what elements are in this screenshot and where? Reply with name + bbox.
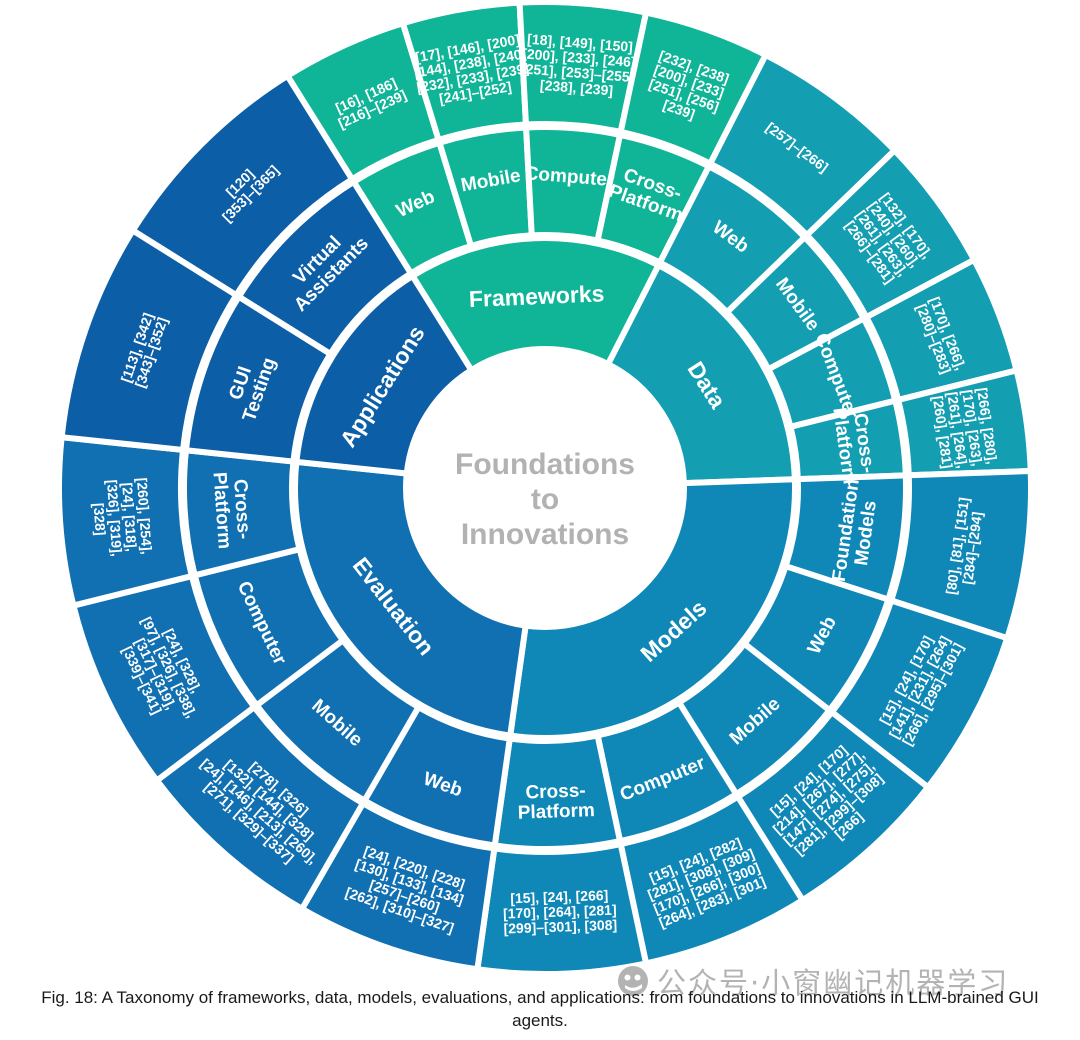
watermark-text: 公众号·小窗幽记机器学习	[657, 966, 1010, 1000]
figure-caption: Fig. 18: A Taxonomy of frameworks, data,…	[41, 988, 1039, 1031]
sector-applications-virtual-assistants	[234, 177, 416, 359]
refs-evaluation-cross-platform: [260], [254],[24], [318],[326], [319],[3…	[89, 477, 155, 558]
refs-frameworks-computer: [18], [149], [150][200], [233], [246][25…	[519, 30, 637, 100]
label-frameworks: Frameworks	[468, 280, 605, 312]
label-evaluation-cross-platform: Cross-Platform	[209, 470, 255, 550]
refs-models-cross-platform: [15], [24], [266][170], [264], [281][299…	[502, 887, 617, 937]
sector-applications-virtual-assistants-refs	[128, 71, 357, 300]
center-title: Foundations to Innovations	[455, 448, 635, 551]
label-models-cross-platform: Cross-Platform	[517, 780, 595, 824]
center-circle	[406, 349, 684, 627]
refs-data-cross-platform: [266], [280],[170], [263],[261], [264],[…	[929, 387, 1000, 472]
wechat-icon	[618, 966, 648, 996]
watermark: 公众号·小窗幽记机器学习	[616, 960, 1009, 1002]
